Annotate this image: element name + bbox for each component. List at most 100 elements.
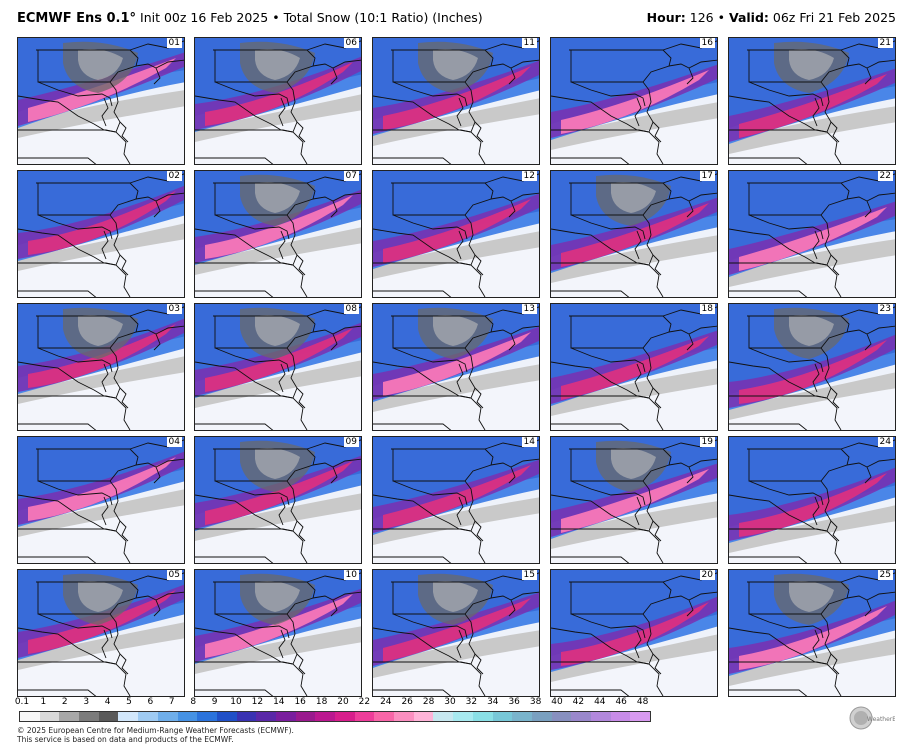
state-boundary-line (569, 315, 672, 349)
state-boundary-line (686, 599, 694, 617)
member-number: 01 (166, 38, 182, 48)
state-boundary-line (18, 129, 131, 164)
state-boundary-line (330, 333, 338, 351)
state-boundary-line (729, 528, 842, 563)
weatherbell-logo: WeatherBELL (849, 706, 895, 730)
colorbar-tick-label: 7 (168, 697, 175, 707)
state-boundary-line (392, 347, 468, 373)
colorbar-tick-label: 0.1 (14, 697, 30, 707)
state-boundary-line (391, 315, 494, 349)
snowfall-field (373, 304, 539, 430)
state-boundary-line (634, 496, 642, 526)
state-boundary-line (195, 262, 308, 297)
member-number: 21 (877, 38, 893, 48)
snowfall-colorbar (19, 711, 651, 722)
ensemble-member-map: 11 (372, 37, 540, 165)
member-number: 14 (521, 437, 537, 447)
state-boundary-line (508, 466, 516, 484)
state-boundary-line (373, 556, 452, 563)
state-boundary-line (508, 599, 516, 617)
ensemble-member-map: 20 (550, 569, 718, 697)
state-boundary-line (570, 214, 646, 240)
state-boundary-line (748, 480, 824, 506)
state-boundary-line (686, 200, 694, 218)
state-boundary-line (37, 214, 113, 240)
ensemble-member-map: 23 (728, 303, 896, 431)
state-boundary-line (464, 81, 476, 133)
state-boundary-line (812, 629, 820, 659)
colorbar-swatch (295, 712, 316, 721)
snowfall-field (729, 304, 895, 430)
colorbar-swatch (118, 712, 139, 721)
state-boundary-line (330, 466, 338, 484)
member-number: 23 (877, 304, 893, 314)
colorbar-tick-label: 44 (594, 697, 606, 707)
state-boundary-line (686, 67, 694, 85)
svg-text:WeatherBELL: WeatherBELL (867, 716, 895, 723)
state-boundary-line (830, 121, 840, 143)
state-boundary-line (195, 528, 308, 563)
snowfall-field (729, 570, 895, 696)
state-boundary-line (296, 653, 306, 675)
state-boundary-line (296, 121, 306, 143)
state-boundary-line (747, 448, 850, 482)
state-boundary-line (570, 347, 646, 373)
state-boundary-line (119, 653, 129, 675)
state-boundary-line (812, 97, 820, 127)
state-boundary-line (36, 448, 139, 482)
state-boundary-line (569, 581, 672, 615)
colorbar-swatch (433, 712, 454, 721)
state-boundary-line (464, 347, 476, 399)
snowfall-field (551, 570, 717, 696)
colorbar-tick-label: 28 (422, 697, 435, 707)
ensemble-member-map: 14 (372, 436, 540, 564)
state-boundary-line (373, 129, 486, 164)
ensemble-member-map: 16 (550, 37, 718, 165)
colorbar-swatch (354, 712, 375, 721)
state-boundary-line (392, 480, 468, 506)
state-boundary-line (278, 496, 286, 526)
member-number: 15 (521, 570, 537, 580)
state-boundary-line (153, 200, 161, 218)
state-boundary-line (330, 599, 338, 617)
state-boundary-line (18, 395, 131, 430)
state-boundary-line (296, 387, 306, 409)
state-boundary-line (456, 363, 464, 393)
state-boundary-line (286, 613, 298, 665)
state-boundary-line (551, 290, 630, 297)
colorbar-swatch (20, 712, 40, 721)
state-boundary-line (729, 395, 842, 430)
state-boundary-line (286, 81, 298, 133)
state-boundary-line (101, 496, 109, 526)
ensemble-member-map: 12 (372, 170, 540, 298)
state-boundary-line (812, 230, 820, 260)
state-boundary-line (748, 81, 824, 107)
state-boundary-line (820, 347, 832, 399)
model-name: ECMWF Ens 0.1° (17, 11, 137, 26)
state-boundary-line (36, 315, 139, 349)
ensemble-member-map: 08 (194, 303, 362, 431)
state-boundary-line (296, 520, 306, 542)
state-boundary-line (474, 520, 484, 542)
state-boundary-line (214, 613, 290, 639)
state-boundary-line (456, 230, 464, 260)
state-boundary-line (213, 49, 316, 83)
colorbar-swatch (551, 712, 572, 721)
colorbar-tick-label: 9 (211, 697, 218, 707)
state-boundary-line (820, 81, 832, 133)
member-number: 16 (699, 38, 715, 48)
member-number: 24 (877, 437, 893, 447)
state-boundary-line (830, 520, 840, 542)
state-boundary-line (748, 613, 824, 639)
state-boundary-line (392, 214, 468, 240)
state-boundary-line (748, 347, 824, 373)
colorbar-swatch (39, 712, 60, 721)
colorbar-swatch (275, 712, 296, 721)
colorbar-tick-label: 36 (508, 697, 520, 707)
map-title: ECMWF Ens 0.1° Init 00z 16 Feb 2025 • To… (17, 10, 483, 26)
ensemble-member-map: 10 (194, 569, 362, 697)
state-boundary-line (37, 347, 113, 373)
member-number: 10 (343, 570, 359, 580)
colorbar-swatch (216, 712, 237, 721)
colorbar-tick-label: 12 (251, 697, 264, 707)
